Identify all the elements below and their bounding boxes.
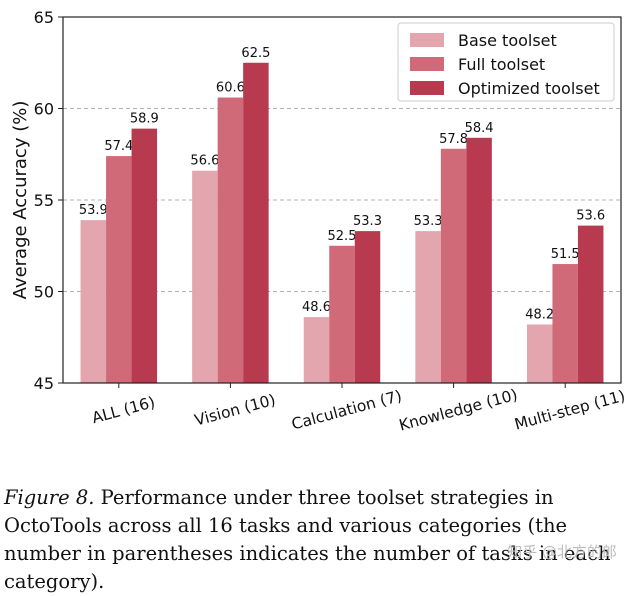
x-tick-label: Multi-step (11) [513,387,627,434]
y-tick-label: 50 [34,283,54,302]
chart-svg: 53.9 57.4 58.9 ALL (16) 56.6 60.6 62.5 Vision (… [10,8,627,435]
legend-label: Base toolset [458,31,557,50]
bar-value-label: 58.9 [130,112,159,127]
y-tick-label: 55 [34,191,54,210]
bar [131,128,158,383]
legend-swatch [410,81,444,95]
x-tick-label: Calculation (7) [290,387,404,434]
legend-box [397,22,615,102]
bar [526,324,553,383]
bar-value-label: 62.5 [241,46,270,61]
bar [415,231,441,383]
y-tick-label: 60 [34,100,54,119]
y-tick-label: 45 [34,374,54,393]
x-tick-label: Vision (10) [193,391,278,430]
bar-value-label: 48.6 [302,300,331,315]
bar [303,317,330,383]
figure-caption: Figure 8. Performance under three toolse… [4,484,624,596]
bar-value-label: 58.4 [465,121,494,136]
bar-value-label: 53.6 [576,209,605,224]
watermark-text: 知乎 @北方的郎 [507,543,617,561]
bar-value-label: 53.3 [353,214,382,229]
legend-swatch [410,57,444,71]
bar-value-label: 52.5 [328,229,357,244]
bar-value-label: 57.8 [439,132,468,147]
x-tick-label: ALL (16) [90,393,157,427]
bar [440,148,467,383]
caption-text: Performance under three toolset strategi… [4,486,611,593]
bar-value-label: 48.2 [525,307,554,322]
bar [106,156,132,383]
bar [217,97,244,384]
bar [192,170,218,383]
legend-label: Optimized toolset [458,79,600,98]
bar-chart: 53.9 57.4 58.9 ALL (16) 56.6 60.6 62.5 Vision (… [10,8,627,435]
caption-label: Figure 8. [4,486,95,509]
bar [354,231,381,383]
bar [466,137,492,383]
bar [552,264,578,383]
legend-swatch [410,33,444,47]
bar-value-label: 56.6 [190,154,219,169]
bar [577,225,604,383]
bar-value-label: 57.4 [104,139,133,154]
y-tick-label: 65 [34,8,54,27]
bar [329,245,355,383]
bar-value-label: 60.6 [216,81,245,96]
legend-label: Full toolset [458,55,545,74]
bar [243,62,269,383]
bar-value-label: 51.5 [551,247,580,262]
bar-value-label: 53.9 [79,203,108,218]
bar-value-label: 53.3 [414,214,443,229]
bar [80,220,107,383]
x-tick-label: Knowledge (10) [397,386,519,435]
y-axis-label: Average Accuracy (%) [10,101,31,300]
